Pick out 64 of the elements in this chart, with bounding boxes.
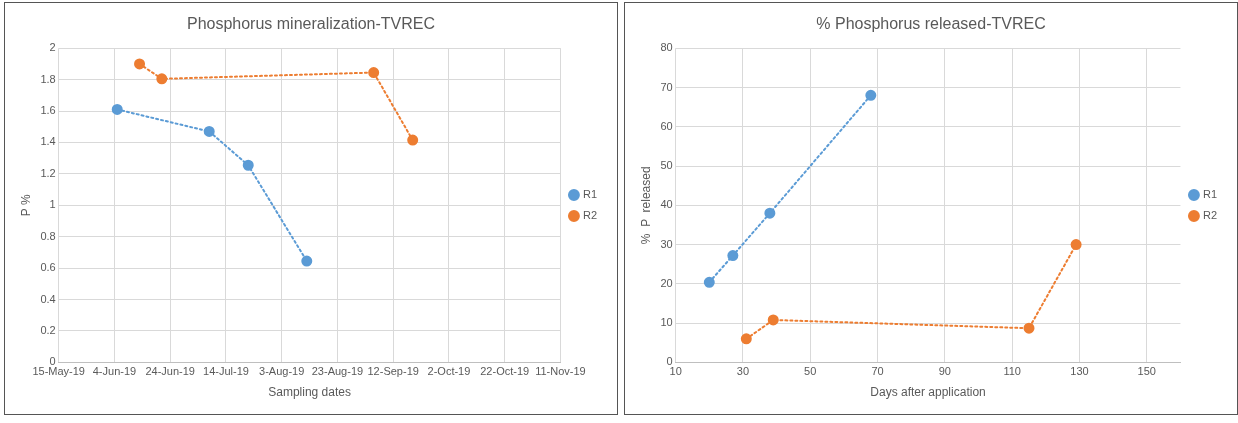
point <box>111 103 123 115</box>
y-tick-label: 30 <box>660 237 673 250</box>
x-tick-label: 110 <box>1003 365 1021 378</box>
y-tick-label: 20 <box>660 276 673 289</box>
point <box>407 134 419 146</box>
y-tick-label: 2 <box>49 41 56 54</box>
y-axis-title: P % <box>18 194 33 217</box>
legend-label: R1 <box>1202 188 1217 201</box>
point <box>703 276 715 288</box>
point <box>865 89 877 101</box>
point <box>156 73 168 85</box>
y-tick-label: 40 <box>660 198 673 211</box>
y-tick-label: 0.8 <box>40 229 56 242</box>
point <box>1070 239 1082 251</box>
chart-title: Phosphorus mineralization-TVREC <box>186 15 436 33</box>
x-tick-label: 3-Aug-19 <box>259 365 305 378</box>
x-tick-label: 15-May-19 <box>32 365 85 378</box>
y-tick-label: 1.6 <box>40 104 56 117</box>
y-tick-label: 1 <box>49 198 56 211</box>
point <box>203 125 215 137</box>
y-tick-label: 1.4 <box>40 135 56 148</box>
x-tick-label: 2-Oct-19 <box>427 365 471 378</box>
y-tick-label: 0 <box>49 355 56 368</box>
x-tick-label: 150 <box>1137 365 1156 378</box>
point <box>134 58 146 70</box>
x-axis-title: Days after application <box>870 385 986 400</box>
x-tick-label: 70 <box>871 365 884 378</box>
y-tick-label: 10 <box>660 316 673 329</box>
x-axis-title: Sampling dates <box>268 385 351 400</box>
x-tick-label: 4-Jun-19 <box>92 365 137 378</box>
x-tick-label: 50 <box>804 365 817 378</box>
x-tick-label: 24-Jun-19 <box>145 365 195 378</box>
y-tick-label: 60 <box>660 119 673 132</box>
y-tick-label: 0 <box>666 355 673 368</box>
x-tick-label: 23-Aug-19 <box>311 365 364 378</box>
y-tick-label: 0.6 <box>40 261 56 274</box>
x-tick-label: 10 <box>669 365 682 378</box>
y-tick-label: 70 <box>660 80 673 93</box>
legend-label: R2 <box>582 209 597 222</box>
point <box>1023 322 1035 334</box>
legend-label: R2 <box>1202 209 1217 222</box>
y-tick-label: 80 <box>660 41 673 54</box>
chart-title: % Phosphorus released-TVREC <box>816 15 1046 33</box>
point <box>301 255 313 267</box>
x-tick-label: 12-Sep-19 <box>367 365 419 378</box>
x-tick-label: 130 <box>1070 365 1089 378</box>
x-tick-label: 90 <box>938 365 951 378</box>
point <box>767 314 779 326</box>
legend-label: R1 <box>582 188 597 201</box>
x-tick-label: 11-Nov-19 <box>535 365 586 378</box>
y-tick-label: 1.2 <box>40 166 56 179</box>
y-tick-label: 0.2 <box>40 324 56 337</box>
x-tick-label: 22-Oct-19 <box>480 365 530 378</box>
point <box>727 250 739 262</box>
point <box>740 333 752 345</box>
x-tick-label: 30 <box>736 365 750 378</box>
point <box>764 207 776 219</box>
y-tick-label: 50 <box>660 159 673 172</box>
y-axis-title: % P released <box>638 166 653 245</box>
point <box>242 159 254 171</box>
y-tick-label: 0.4 <box>40 292 56 305</box>
x-tick-label: 14-Jul-19 <box>203 365 249 378</box>
point <box>368 67 380 79</box>
y-tick-label: 1.8 <box>40 72 56 85</box>
